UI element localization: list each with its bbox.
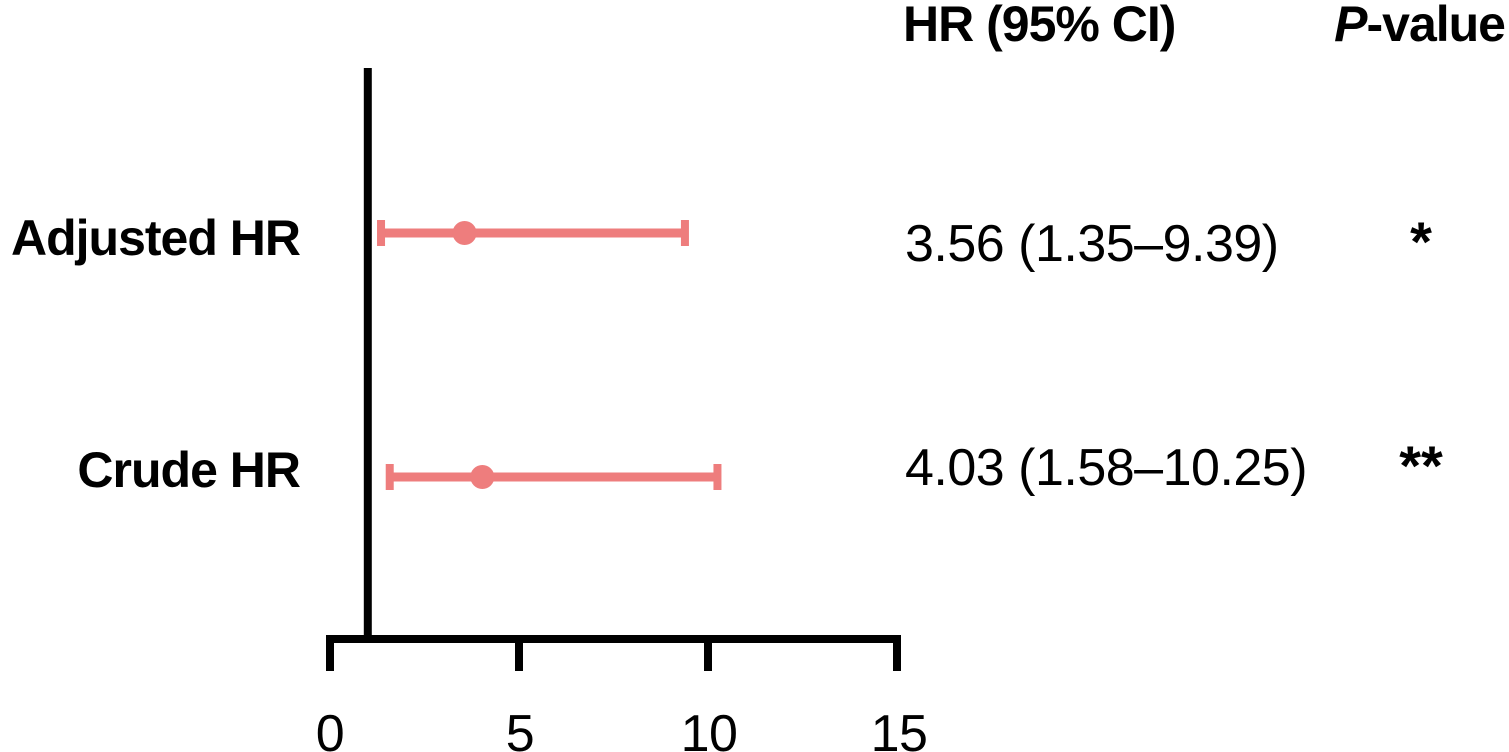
p-value-header-rest: -value	[1366, 0, 1506, 52]
hr-point-adjusted	[452, 221, 477, 245]
hr-ci-value-crude: 4.03 (1.58–10.25)	[905, 439, 1308, 497]
x-tick-label-10: 10	[680, 705, 738, 752]
hr-point-crude	[470, 465, 495, 489]
row-label-adjusted-hr: Adjusted HR	[11, 210, 301, 266]
x-tick-label-15: 15	[870, 705, 928, 752]
column-header-p-value: P-value	[1334, 0, 1506, 52]
p-value-stars-crude: **	[1399, 434, 1443, 497]
x-tick-label-5: 5	[505, 705, 535, 752]
p-value-stars-adjusted: *	[1410, 210, 1432, 273]
hr-ci-value-adjusted: 3.56 (1.35–9.39)	[905, 215, 1279, 273]
row-label-crude-hr: Crude HR	[77, 442, 301, 498]
p-value-header-italic-p: P	[1334, 0, 1367, 52]
x-tick-label-0: 0	[315, 705, 345, 752]
column-header-hr-ci: HR (95% CI)	[903, 0, 1176, 52]
